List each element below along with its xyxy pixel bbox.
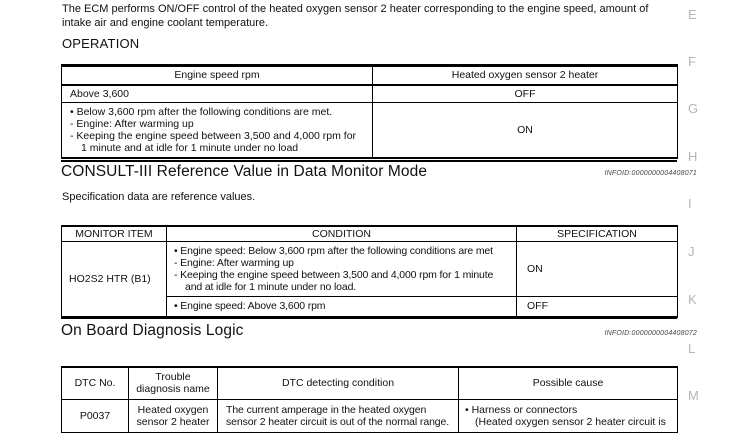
consult-infoid-label: INFOID:0000000004408071 — [604, 170, 697, 177]
condition-line: - Engine: After warming up — [70, 117, 194, 130]
dtc-table: DTC No. Trouble diagnosis name DTC detec… — [61, 366, 678, 433]
specification-header-cell: SPECIFICATION — [516, 225, 678, 242]
margin-letter: K — [688, 292, 697, 307]
dtc-table-header-row: DTC No. Trouble diagnosis name DTC detec… — [61, 366, 678, 400]
obd-section-heading: On Board Diagnosis Logic — [61, 322, 244, 339]
condition-line: - Engine: After warming up — [174, 257, 294, 269]
specification-off-cell: OFF — [516, 296, 678, 317]
margin-letter: F — [688, 54, 696, 69]
monitor-row-off: • Engine speed: Above 3,600 rpm OFF — [62, 296, 678, 317]
monitor-row-on: HO2S2 HTR (B1) • Engine speed: Below 3,6… — [61, 241, 678, 317]
margin-letter: M — [688, 388, 699, 403]
monitor-table: MONITOR ITEM CONDITION SPECIFICATION HO2… — [61, 225, 678, 318]
intro-paragraph: The ECM performs ON/OFF control of the h… — [62, 3, 649, 29]
monitor-item-cell: HO2S2 HTR (B1) — [61, 241, 167, 317]
condition-below-3600-cell: • Below 3,600 rpm after the following co… — [61, 101, 373, 158]
possible-cause-cell: • Harness or connectors (Heated oxygen s… — [458, 398, 678, 433]
monitor-condition-off-cell: • Engine speed: Above 3,600 rpm — [166, 296, 517, 317]
section-divider — [61, 160, 677, 162]
detecting-condition-cell: The current amperage in the heated oxyge… — [217, 398, 459, 433]
condition-line: - Keeping the engine speed between 3,500… — [174, 269, 494, 293]
specification-on-cell: ON — [516, 241, 678, 297]
monitor-item-header-cell: MONITOR ITEM — [61, 225, 167, 242]
condition-above-3600-cell: Above 3,600 — [61, 84, 373, 103]
dtc-number-cell: P0037 — [61, 398, 129, 433]
trouble-name-header-cell: Trouble diagnosis name — [128, 366, 218, 400]
engine-speed-header-cell: Engine speed rpm — [61, 65, 373, 86]
margin-letter: J — [688, 244, 695, 259]
dtc-row-p0037: P0037 Heated oxygen sensor 2 heater The … — [61, 398, 678, 433]
consult-section-heading: CONSULT-III Reference Value in Data Moni… — [61, 163, 428, 180]
condition-line: - Keeping the engine speed between 3,500… — [70, 129, 357, 154]
specification-note: Specification data are reference values. — [62, 191, 256, 203]
condition-line: • Below 3,600 rpm after the following co… — [70, 105, 333, 118]
condition-line: • Engine speed: Below 3,600 rpm after th… — [174, 245, 493, 257]
operation-row-off: Above 3,600 OFF — [61, 84, 678, 103]
margin-letter: E — [688, 7, 697, 22]
monitor-condition-on-cell: • Engine speed: Below 3,600 rpm after th… — [166, 241, 517, 297]
heater-header-cell: Heated oxygen sensor 2 heater — [372, 65, 678, 86]
margin-letter: H — [688, 149, 698, 164]
obd-infoid-label: INFOID:0000000004408072 — [604, 330, 697, 337]
margin-letter: G — [688, 101, 699, 116]
trouble-name-cell: Heated oxygen sensor 2 heater — [128, 398, 218, 433]
cause-line: • Harness or connectors — [465, 403, 578, 416]
cause-line: (Heated oxygen sensor 2 heater circuit i… — [475, 415, 666, 428]
possible-cause-header-cell: Possible cause — [458, 366, 678, 400]
margin-letter: L — [688, 341, 696, 356]
heater-off-cell: OFF — [372, 84, 678, 103]
dtc-no-header-cell: DTC No. — [61, 366, 129, 400]
operation-table-header-row: Engine speed rpm Heated oxygen sensor 2 … — [61, 65, 678, 86]
monitor-table-header-row: MONITOR ITEM CONDITION SPECIFICATION — [61, 225, 678, 242]
section-divider — [61, 317, 677, 319]
operation-heading: OPERATION — [62, 36, 140, 51]
operation-table: Engine speed rpm Heated oxygen sensor 2 … — [61, 64, 678, 159]
margin-letter: I — [688, 196, 692, 211]
operation-row-on: • Below 3,600 rpm after the following co… — [61, 101, 678, 158]
condition-line: • Engine speed: Above 3,600 rpm — [174, 300, 326, 312]
condition-header-cell: CONDITION — [166, 225, 517, 242]
detecting-condition-header-cell: DTC detecting condition — [217, 366, 459, 400]
heater-on-cell: ON — [372, 101, 678, 158]
